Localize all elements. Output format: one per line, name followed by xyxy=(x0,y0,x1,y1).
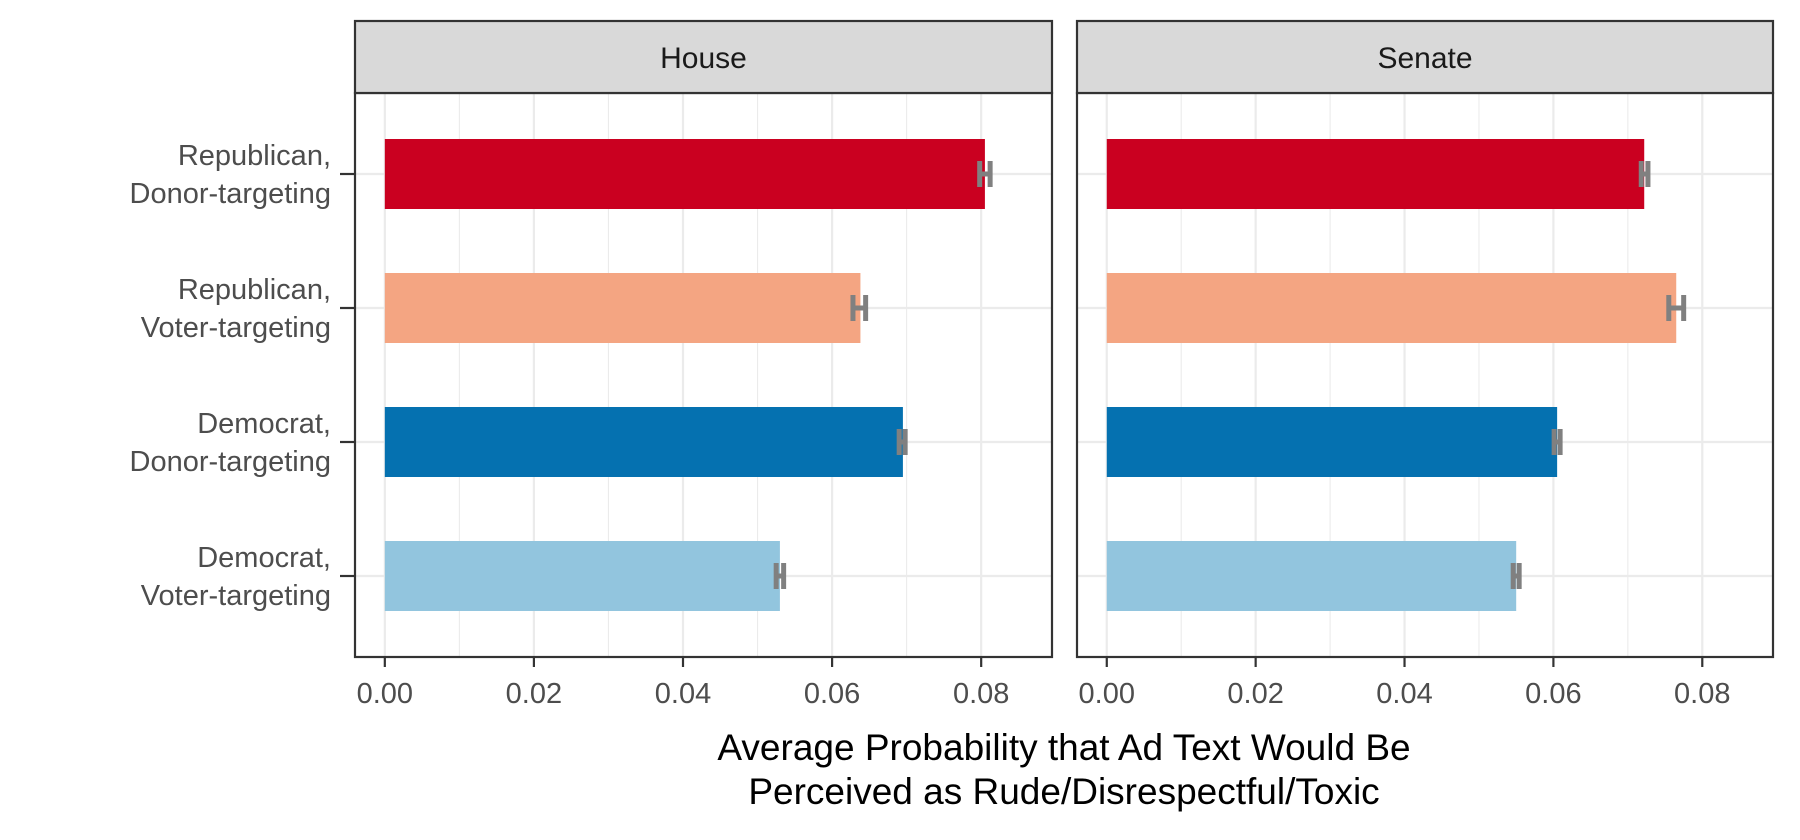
facet-strip-label: Senate xyxy=(1377,42,1472,75)
y-tick-label: Democrat, Donor-targeting xyxy=(130,408,332,478)
error-bar xyxy=(1510,563,1522,589)
x-axis-title-line: Perceived as Rude/Disrespectful/Toxic xyxy=(748,771,1379,812)
error-bar xyxy=(1666,295,1687,321)
facet-strip-label: House xyxy=(660,42,747,75)
error-bar xyxy=(1551,429,1563,455)
y-tick-label-line: Voter-targeting xyxy=(141,580,331,612)
error-bar xyxy=(773,563,787,589)
y-tick-label-line: Republican, xyxy=(178,274,331,306)
y-tick-label: Republican, Voter-targeting xyxy=(141,274,331,344)
bar xyxy=(384,407,903,477)
facet-strip xyxy=(1075,19,1775,95)
y-tick-label-line: Donor-targeting xyxy=(130,446,332,478)
error-bar xyxy=(850,295,869,321)
x-tick-label: 0.06 xyxy=(804,678,860,710)
x-tick-label: 0.04 xyxy=(1376,678,1432,710)
bar xyxy=(384,273,861,343)
y-tick-label-line: Republican, xyxy=(178,140,331,172)
x-tick-label: 0.02 xyxy=(1227,678,1283,710)
y-tick-label-line: Democrat, xyxy=(197,542,331,574)
x-axis-title: Average Probability that Ad Text Would B… xyxy=(717,727,1410,812)
x-tick-label: 0.08 xyxy=(1674,678,1730,710)
y-tick-label-line: Voter-targeting xyxy=(141,312,331,344)
y-tick-label: Democrat, Voter-targeting xyxy=(141,542,331,612)
facet-strip xyxy=(353,19,1054,95)
error-bar xyxy=(1638,161,1651,187)
y-tick-label: Republican, Donor-targeting xyxy=(130,140,332,210)
y-tick-label-line: Donor-targeting xyxy=(130,178,332,210)
bar xyxy=(384,541,780,611)
x-tick-label: 0.06 xyxy=(1525,678,1581,710)
y-tick-label-line: Democrat, xyxy=(197,408,331,440)
panel-senate: Senate 0.00 0.02 0.04 0.06 0.08 xyxy=(1075,19,1775,710)
x-axis-title-line: Average Probability that Ad Text Would B… xyxy=(717,727,1410,768)
bar xyxy=(384,139,985,209)
x-tick-label: 0.08 xyxy=(953,678,1009,710)
error-bar xyxy=(896,429,908,455)
bar xyxy=(1106,139,1645,209)
x-tick-label: 0.00 xyxy=(1079,678,1135,710)
x-tick-label: 0.02 xyxy=(506,678,562,710)
error-bar xyxy=(977,161,993,187)
bar xyxy=(1106,541,1517,611)
x-tick-label: 0.04 xyxy=(655,678,711,710)
x-tick-label: 0.00 xyxy=(357,678,413,710)
bar xyxy=(1106,273,1677,343)
panel-house: House 0.00 0.02 0.04 0.06 0.08 xyxy=(353,19,1054,710)
bar xyxy=(1106,407,1558,477)
